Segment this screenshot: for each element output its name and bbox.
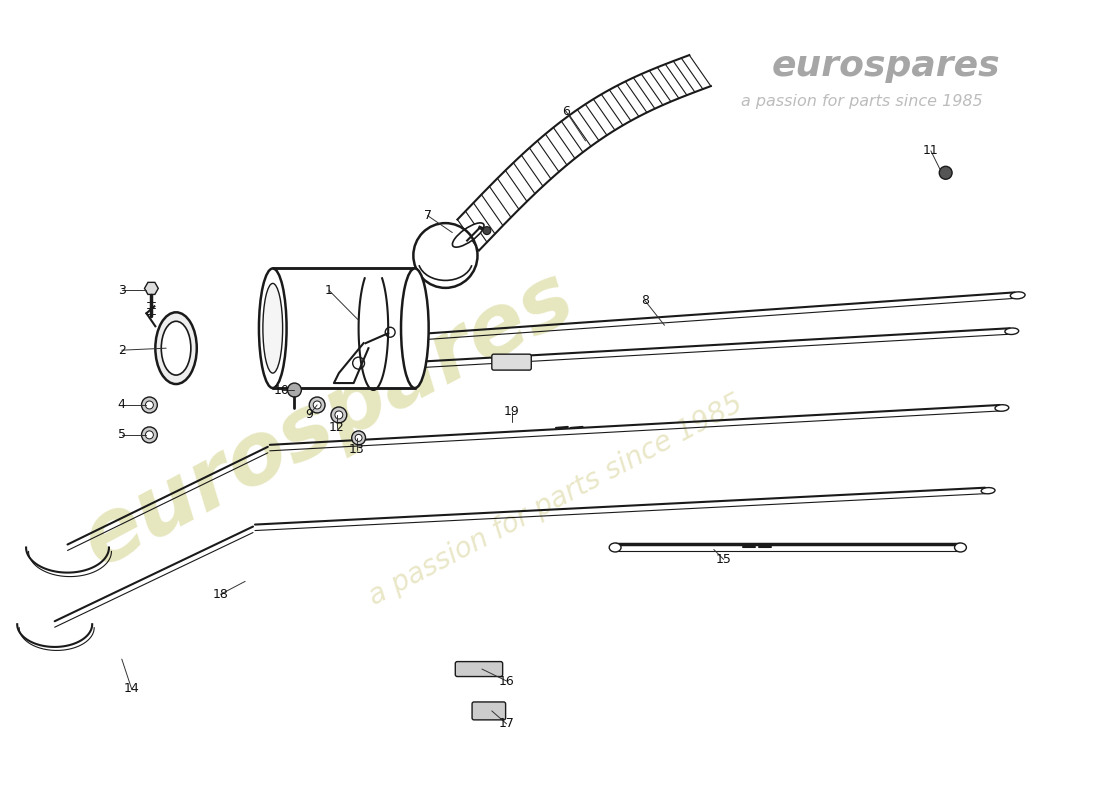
Circle shape	[309, 397, 324, 413]
Ellipse shape	[955, 543, 967, 552]
Ellipse shape	[263, 283, 283, 373]
Text: 13: 13	[349, 443, 364, 456]
Ellipse shape	[609, 543, 622, 552]
Text: 17: 17	[498, 718, 515, 730]
Polygon shape	[144, 282, 158, 294]
Text: 8: 8	[640, 294, 649, 307]
Text: eurospares: eurospares	[69, 255, 588, 584]
Ellipse shape	[258, 269, 287, 388]
Ellipse shape	[162, 322, 191, 375]
Circle shape	[355, 434, 362, 442]
Text: 15: 15	[716, 553, 732, 566]
Text: 16: 16	[498, 674, 515, 687]
Text: a passion for parts since 1985: a passion for parts since 1985	[364, 389, 748, 610]
Circle shape	[145, 401, 153, 409]
Ellipse shape	[155, 312, 197, 384]
Ellipse shape	[402, 269, 429, 388]
Text: 9: 9	[306, 409, 313, 422]
Text: 11: 11	[923, 144, 938, 158]
Text: 2: 2	[118, 344, 125, 357]
Text: 7: 7	[424, 209, 431, 222]
Text: 19: 19	[504, 406, 519, 418]
FancyBboxPatch shape	[455, 662, 503, 677]
Circle shape	[142, 427, 157, 443]
Text: 18: 18	[212, 588, 229, 601]
Text: eurospares: eurospares	[772, 49, 1001, 83]
Text: 12: 12	[329, 422, 344, 434]
Ellipse shape	[981, 487, 996, 494]
Circle shape	[142, 397, 157, 413]
Text: 1: 1	[326, 284, 333, 297]
Ellipse shape	[1005, 328, 1019, 334]
Text: 6: 6	[562, 105, 570, 118]
FancyBboxPatch shape	[472, 702, 506, 720]
Text: 10: 10	[274, 383, 289, 397]
Text: 3: 3	[118, 284, 125, 297]
Text: 14: 14	[124, 682, 140, 695]
Circle shape	[145, 431, 153, 439]
Circle shape	[287, 383, 301, 397]
FancyBboxPatch shape	[492, 354, 531, 370]
Ellipse shape	[452, 223, 484, 247]
Text: a passion for parts since 1985: a passion for parts since 1985	[741, 94, 982, 109]
Circle shape	[334, 411, 343, 419]
Text: 4: 4	[118, 398, 125, 411]
Circle shape	[314, 401, 321, 409]
Circle shape	[939, 166, 953, 179]
Circle shape	[352, 431, 365, 445]
Text: 5: 5	[118, 428, 125, 442]
Bar	[273, 269, 415, 388]
Ellipse shape	[1010, 292, 1025, 299]
Circle shape	[331, 407, 346, 423]
Ellipse shape	[996, 405, 1009, 411]
Circle shape	[483, 226, 491, 234]
